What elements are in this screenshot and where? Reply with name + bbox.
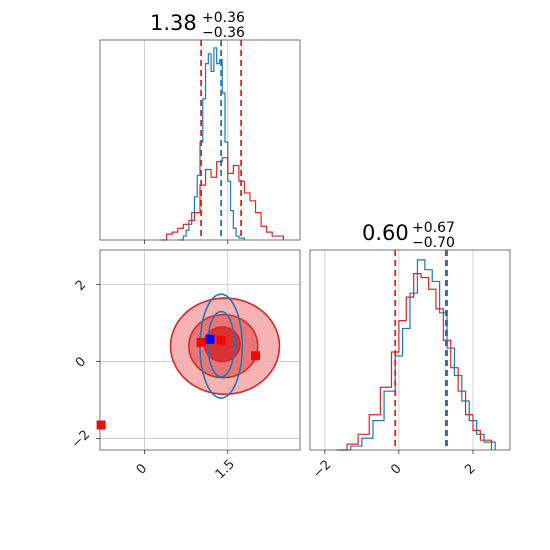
bottom-left-blue-contour-1 xyxy=(206,310,236,378)
bottom-left-marker-red-2 xyxy=(216,335,226,345)
bottom-right-ticklabel-x-0: −2 xyxy=(310,457,334,481)
panel-bottom-right-histogram: −2 0 2 xyxy=(309,249,511,482)
bottom-left-marker-red-3 xyxy=(251,351,261,361)
title-bottom-right-median: 0.60 xyxy=(362,221,409,245)
bottom-left-marker-red-0 xyxy=(96,420,106,430)
title-top-left-minus: −0.36 xyxy=(202,25,245,41)
bottom-left-frame xyxy=(99,249,301,451)
panel-top-left-histogram xyxy=(99,39,301,244)
title-top-left-plus: +0.36 xyxy=(202,10,245,26)
top-left-series-red xyxy=(161,157,284,241)
bottom-left-ticklabel-x-1: 1.5 xyxy=(213,457,238,482)
title-top-left: 1.38 +0.36 −0.36 xyxy=(150,10,245,41)
bottom-left-ticklabel-y-2: 2 xyxy=(73,277,89,293)
bottom-right-frame xyxy=(309,249,511,451)
bottom-left-ticklabel-x-0: 0 xyxy=(134,461,150,477)
title-top-left-median: 1.38 xyxy=(150,11,197,35)
bottom-left-marker-blue-4 xyxy=(205,334,215,344)
title-bottom-right-plus: +0.67 xyxy=(412,220,455,236)
bottom-left-ticklabel-y-0: −2 xyxy=(69,427,93,451)
panel-bottom-left-contour: 0 1.5 −2 0 2 xyxy=(69,249,301,482)
bottom-right-series-red xyxy=(335,273,493,451)
title-bottom-right-minus: −0.70 xyxy=(412,235,455,251)
bottom-left-marker-red-1 xyxy=(196,337,206,347)
top-left-frame xyxy=(99,39,301,241)
top-left-series-blue xyxy=(177,47,246,241)
bottom-right-ticklabel-x-2: 2 xyxy=(462,461,478,477)
bottom-left-ticklabel-y-1: 0 xyxy=(73,354,89,370)
title-bottom-right: 0.60 +0.67 −0.70 xyxy=(362,220,455,251)
bottom-right-ticklabel-x-1: 0 xyxy=(388,461,404,477)
bottom-right-series-blue xyxy=(339,259,496,451)
